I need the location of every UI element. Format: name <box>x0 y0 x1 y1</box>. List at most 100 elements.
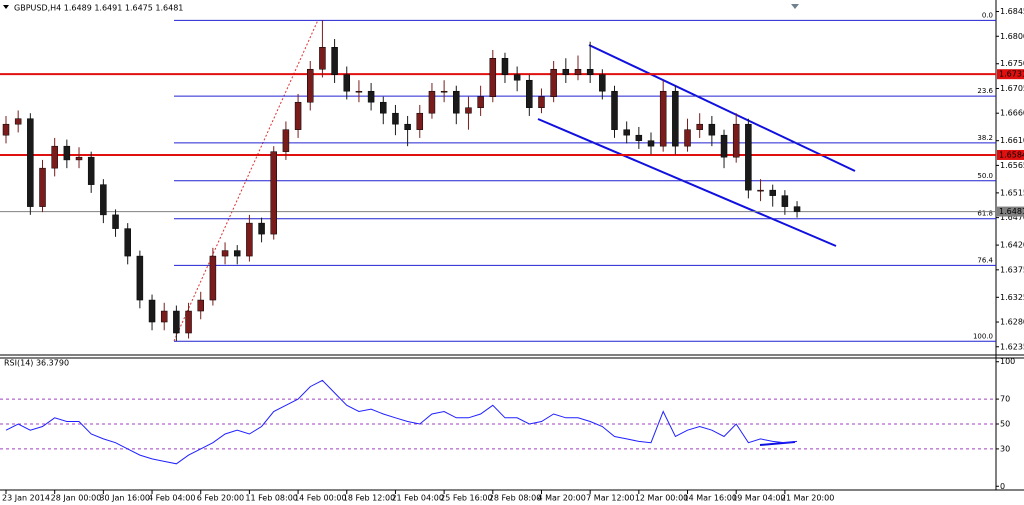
fib-label: 23.6 <box>977 87 993 95</box>
x-tick-label: 12 Mar 00:00 <box>635 494 688 503</box>
candle-body <box>489 58 497 97</box>
candle-body <box>769 189 776 196</box>
price-level-box <box>997 149 1024 160</box>
candle-body <box>611 90 618 130</box>
x-tick-label: 21 Feb 04:00 <box>391 494 443 503</box>
y-tick-label: 1.6280 <box>1000 318 1024 327</box>
candle-body <box>343 74 351 92</box>
candle-body <box>465 107 472 114</box>
y-tick-label: 1.6705 <box>1000 84 1024 93</box>
candle-body <box>124 228 131 257</box>
candle-body <box>27 118 34 207</box>
y-tick-label: 1.6420 <box>1000 241 1024 250</box>
candle-body <box>440 90 448 93</box>
candle-body <box>745 123 752 191</box>
candle-body <box>75 156 83 161</box>
candle-body <box>258 222 265 235</box>
candle-body <box>538 96 545 108</box>
fib-label: 76.4 <box>977 256 993 264</box>
rsi-title: RSI(14) 36.3790 <box>4 359 69 368</box>
candle-body <box>574 68 582 75</box>
y-tick-label: 70 <box>1000 395 1010 404</box>
candle-body <box>63 145 71 161</box>
x-tick-label: 14 Mar 16:00 <box>684 494 737 503</box>
y-tick-label: 1.6610 <box>1000 136 1024 145</box>
candle-body <box>246 222 253 257</box>
candle-body <box>623 129 630 136</box>
candle-body <box>428 90 436 114</box>
candle-body <box>526 79 533 108</box>
channel-line <box>537 118 837 247</box>
rsi-line <box>5 379 798 465</box>
candle-body <box>209 255 217 301</box>
candle-body <box>136 255 144 301</box>
y-tick-label: 1.6470 <box>1000 213 1024 222</box>
fib-label: 100.0 <box>973 332 993 340</box>
fib-label: 50.0 <box>977 172 993 180</box>
channel-line <box>588 44 856 172</box>
candle-body <box>392 112 399 125</box>
candle-body <box>672 90 679 147</box>
candle-body <box>331 47 338 75</box>
y-tick-label: 1.6325 <box>1000 293 1024 302</box>
candle-body <box>599 74 606 92</box>
y-tick-label: 1.6375 <box>1000 265 1024 274</box>
y-tick-label: 1.6565 <box>1000 161 1024 170</box>
candle-body <box>307 68 314 103</box>
candle-body <box>501 58 509 75</box>
candle-body <box>659 90 667 147</box>
candle-body <box>732 123 740 158</box>
candle-body <box>270 151 277 235</box>
x-tick-label: 19 Mar 04:00 <box>732 494 785 503</box>
y-tick-label: 1.6660 <box>1000 109 1024 118</box>
y-tick-label: 1.6515 <box>1000 188 1024 197</box>
candle-body <box>404 123 411 130</box>
y-tick-label: 1.6800 <box>1000 32 1024 41</box>
candle-body <box>757 189 764 192</box>
candle-body <box>87 156 95 185</box>
x-tick-label: 25 Feb 16:00 <box>440 494 492 503</box>
candle-body <box>696 123 703 130</box>
x-tick-label: 6 Feb 20:00 <box>197 494 244 503</box>
x-tick-label: 7 Mar 12:00 <box>586 494 634 503</box>
x-tick-label: 18 Feb 12:00 <box>343 494 395 503</box>
candle-body <box>380 101 387 114</box>
candle-body <box>319 47 326 70</box>
candle-body <box>160 310 168 323</box>
x-tick-label: 14 Feb 00:00 <box>294 494 346 503</box>
candle-body <box>173 310 180 334</box>
candle-body <box>793 206 801 212</box>
menu-arrow[interactable] <box>3 5 9 9</box>
candle-body <box>355 90 363 93</box>
candle-body <box>197 299 204 312</box>
candle-body <box>708 123 716 136</box>
x-tick-label: 4 Feb 04:00 <box>148 494 195 503</box>
fib-label: 0.0 <box>982 11 993 19</box>
candle-body <box>14 118 22 125</box>
candle-body <box>112 214 119 229</box>
candle-body <box>635 134 643 141</box>
price-level-box <box>997 69 1024 80</box>
candle-body <box>148 299 156 323</box>
fib-label: 61.8 <box>977 210 993 218</box>
fib-label: 38.2 <box>977 134 993 142</box>
price-level-label: 1.6584 <box>999 150 1024 159</box>
candle-body <box>2 123 10 136</box>
candle-body <box>233 250 241 257</box>
candle-body <box>550 68 557 97</box>
candle-body <box>684 129 691 147</box>
candle-body <box>39 167 46 207</box>
candle-body <box>294 101 302 130</box>
y-tick-label: 1.6235 <box>1000 342 1024 351</box>
candle-body <box>781 195 789 207</box>
candle-body <box>51 145 58 169</box>
candle-body <box>100 184 107 216</box>
candle-body <box>586 68 594 75</box>
x-tick-label: 11 Feb 08:00 <box>245 494 297 503</box>
candle-body <box>185 310 192 334</box>
candle-body <box>477 96 484 108</box>
candle-body <box>720 134 728 158</box>
